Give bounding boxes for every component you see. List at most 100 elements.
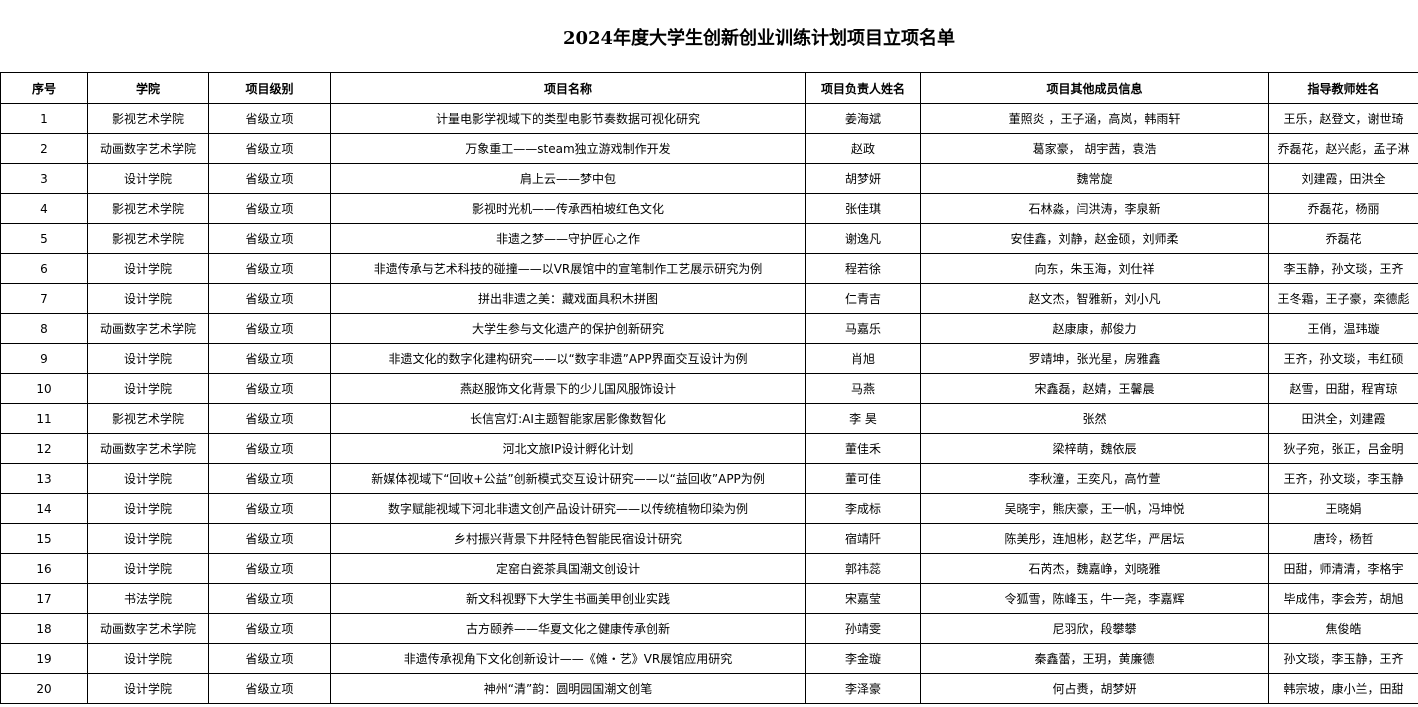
cell-advisors: 王俏，温玮璇 [1268,313,1418,344]
cell-project-name: 古方颐养——华夏文化之健康传承创新 [330,613,806,644]
cell-advisors: 王冬霜，王子豪，栾德彪 [1268,283,1418,314]
cell-members: 尼羽欣，段攀攀 [920,613,1269,644]
cell-college: 设计学院 [87,253,209,284]
cell-college: 设计学院 [87,373,209,404]
cell-leader: 董佳禾 [805,433,921,464]
cell-college: 设计学院 [87,553,209,584]
cell-college: 设计学院 [87,523,209,554]
cell-advisors: 刘建霞，田洪全 [1268,163,1418,194]
cell-college: 设计学院 [87,463,209,494]
table-row: 1 影视艺术学院 省级立项 计量电影学视域下的类型电影节奏数据可视化研究 姜海斌 董照炎 … [0,103,1418,134]
table-row: 7 设计学院 省级立项 拼出非遗之美：藏戏面具积木拼图 仁青吉 赵文杰，智雅新，刘小凡 王冬… [0,283,1418,314]
cell-advisors: 毕成伟，李会芳，胡旭 [1268,583,1418,614]
table-row: 4 影视艺术学院 省级立项 影视时光机——传承西柏坡红色文化 张佳琪 石林淼，闫洪涛，李泉… [0,193,1418,224]
table-row: 6 设计学院 省级立项 非遗传承与艺术科技的碰撞——以VR展馆中的宣笔制作工艺展示研究… [0,253,1418,284]
header-college: 学院 [87,72,209,104]
cell-index: 20 [0,673,88,704]
cell-index: 11 [0,403,88,434]
cell-index: 9 [0,343,88,374]
cell-project-name: 肩上云——梦中包 [330,163,806,194]
cell-leader: 宿靖阡 [805,523,921,554]
cell-level: 省级立项 [208,493,331,524]
cell-leader: 郭祎蕊 [805,553,921,584]
project-table: 序号 学院 项目级别 项目名称 项目负责人姓名 项目其他成员信息 指导教师姓名 … [0,72,1418,704]
cell-leader: 马燕 [805,373,921,404]
cell-project-name: 万象重工——steam独立游戏制作开发 [330,133,806,164]
cell-level: 省级立项 [208,523,331,554]
cell-project-name: 神州“清”韵：圆明园国潮文创笔 [330,673,806,704]
cell-project-name: 定窑白瓷茶具国潮文创设计 [330,553,806,584]
cell-index: 5 [0,223,88,254]
cell-level: 省级立项 [208,373,331,404]
cell-advisors: 焦俊皓 [1268,613,1418,644]
cell-college: 设计学院 [87,283,209,314]
cell-college: 影视艺术学院 [87,403,209,434]
cell-leader: 赵政 [805,133,921,164]
cell-members: 石芮杰，魏嘉峥，刘晓雅 [920,553,1269,584]
cell-members: 董照炎 ，王子涵，高岚，韩雨轩 [920,103,1269,134]
cell-college: 设计学院 [87,343,209,374]
cell-level: 省级立项 [208,163,331,194]
table-row: 16 设计学院 省级立项 定窑白瓷茶具国潮文创设计 郭祎蕊 石芮杰，魏嘉峥，刘晓雅 田甜，师… [0,553,1418,584]
cell-index: 1 [0,103,88,134]
cell-advisors: 乔磊花，赵兴彪，孟子淋 [1268,133,1418,164]
table-row: 3 设计学院 省级立项 肩上云——梦中包 胡梦妍 魏常旋 刘建霞，田洪全 [0,163,1418,194]
cell-level: 省级立项 [208,283,331,314]
table-row: 10 设计学院 省级立项 燕赵服饰文化背景下的少儿国风服饰设计 马燕 宋鑫磊，赵婧，王馨晨… [0,373,1418,404]
cell-advisors: 王晓娟 [1268,493,1418,524]
cell-index: 15 [0,523,88,554]
cell-leader: 李 昊 [805,403,921,434]
cell-college: 动画数字艺术学院 [87,313,209,344]
header-advisors: 指导教师姓名 [1268,72,1418,104]
cell-project-name: 大学生参与文化遗产的保护创新研究 [330,313,806,344]
table-row: 12 动画数字艺术学院 省级立项 河北文旅IP设计孵化计划 董佳禾 梁梓萌，魏依辰 狄子宛，… [0,433,1418,464]
header-project-name: 项目名称 [330,72,806,104]
cell-project-name: 非遗传承视角下文化创新设计——《傩・艺》VR展馆应用研究 [330,643,806,674]
cell-members: 何占赉，胡梦妍 [920,673,1269,704]
cell-advisors: 王齐，孙文琰，李玉静 [1268,463,1418,494]
header-members: 项目其他成员信息 [920,72,1269,104]
cell-leader: 马嘉乐 [805,313,921,344]
cell-advisors: 韩宗坡，康小兰，田甜 [1268,673,1418,704]
cell-project-name: 非遗文化的数字化建构研究——以“数字非遗”APP界面交互设计为例 [330,343,806,374]
cell-members: 陈美彤，连旭彬，赵艺华，严居坛 [920,523,1269,554]
cell-index: 17 [0,583,88,614]
cell-level: 省级立项 [208,583,331,614]
cell-level: 省级立项 [208,643,331,674]
cell-project-name: 燕赵服饰文化背景下的少儿国风服饰设计 [330,373,806,404]
cell-level: 省级立项 [208,253,331,284]
cell-project-name: 新文科视野下大学生书画美甲创业实践 [330,583,806,614]
header-index: 序号 [0,72,88,104]
cell-project-name: 河北文旅IP设计孵化计划 [330,433,806,464]
cell-leader: 姜海斌 [805,103,921,134]
cell-leader: 仁青吉 [805,283,921,314]
cell-level: 省级立项 [208,103,331,134]
cell-level: 省级立项 [208,463,331,494]
header-leader: 项目负责人姓名 [805,72,921,104]
cell-index: 8 [0,313,88,344]
cell-level: 省级立项 [208,673,331,704]
cell-level: 省级立项 [208,193,331,224]
cell-members: 李秋潼，王奕凡，高竹萱 [920,463,1269,494]
cell-index: 10 [0,373,88,404]
cell-project-name: 计量电影学视域下的类型电影节奏数据可视化研究 [330,103,806,134]
cell-college: 动画数字艺术学院 [87,613,209,644]
cell-leader: 谢逸凡 [805,223,921,254]
page-title: 2024年度大学生创新创业训练计划项目立项名单 [562,28,956,49]
cell-college: 设计学院 [87,163,209,194]
cell-project-name: 乡村振兴背景下井陉特色智能民宿设计研究 [330,523,806,554]
cell-level: 省级立项 [208,313,331,344]
table-row: 18 动画数字艺术学院 省级立项 古方颐养——华夏文化之健康传承创新 孙靖雯 尼羽欣，段攀… [0,613,1418,644]
table-row: 17 书法学院 省级立项 新文科视野下大学生书画美甲创业实践 宋嘉莹 令狐雪，陈峰玉，牛一… [0,583,1418,614]
cell-college: 影视艺术学院 [87,223,209,254]
cell-index: 6 [0,253,88,284]
cell-project-name: 拼出非遗之美：藏戏面具积木拼图 [330,283,806,314]
cell-members: 罗靖坤，张光星，房雅鑫 [920,343,1269,374]
table-row: 20 设计学院 省级立项 神州“清”韵：圆明园国潮文创笔 李泽豪 何占赉，胡梦妍 韩宗坡，康… [0,673,1418,704]
cell-level: 省级立项 [208,613,331,644]
cell-advisors: 田甜，师清清，李格宇 [1268,553,1418,584]
cell-advisors: 李玉静，孙文琰，王齐 [1268,253,1418,284]
cell-leader: 董可佳 [805,463,921,494]
cell-project-name: 非遗之梦——守护匠心之作 [330,223,806,254]
cell-members: 吴晓宇，熊庆豪，王一帆，冯坤悦 [920,493,1269,524]
